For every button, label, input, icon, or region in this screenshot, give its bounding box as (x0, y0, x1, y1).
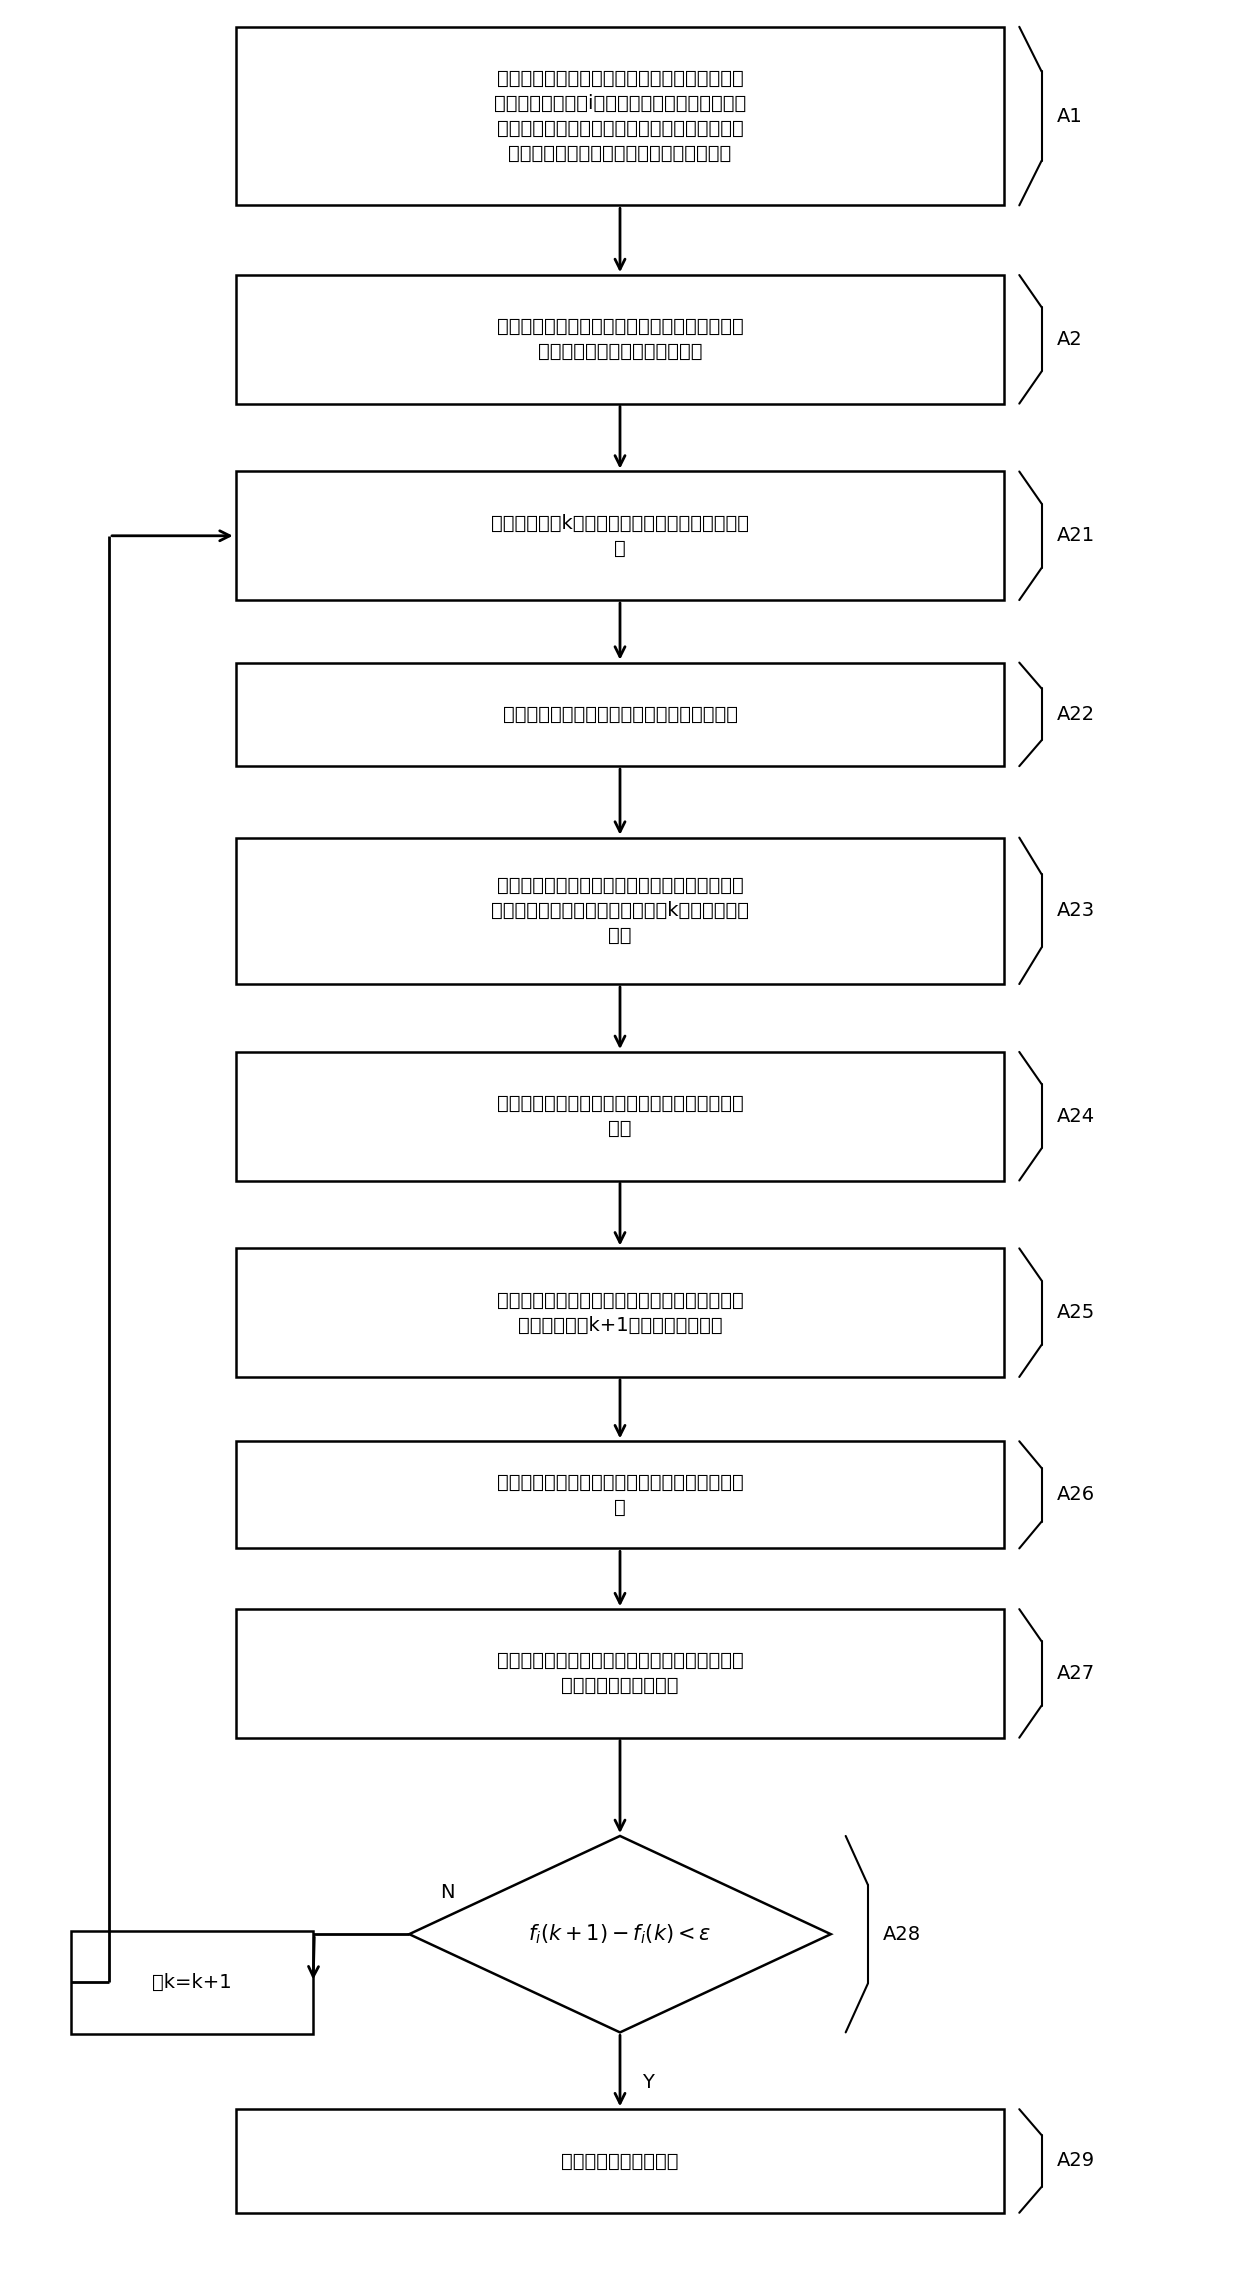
Bar (236, 27, 1004, 206)
Bar (236, 1052, 1004, 1180)
Bar (236, 471, 1004, 599)
Bar (236, 1440, 1004, 1548)
Bar (236, 1609, 1004, 1737)
Text: A24: A24 (1056, 1106, 1095, 1125)
Text: A22: A22 (1056, 704, 1095, 725)
Bar (236, 837, 1004, 983)
Text: A28: A28 (883, 1925, 921, 1943)
Text: 虚拟电厂中的分布式发电单元均测量本地频率: 虚拟电厂中的分布式发电单元均测量本地频率 (502, 704, 738, 725)
Bar (236, 663, 1004, 766)
Text: 虚拟电厂中的分布式发电单元均根据新的微增估
计值调整有功功率输出: 虚拟电厂中的分布式发电单元均根据新的微增估 计值调整有功功率输出 (497, 1650, 743, 1696)
Text: A26: A26 (1056, 1486, 1095, 1504)
Text: 虚拟电厂中的分布式发电单元均计算本地次梯度
方向: 虚拟电厂中的分布式发电单元均计算本地次梯度 方向 (497, 1095, 743, 1138)
Text: 一次频率控制过程结束: 一次频率控制过程结束 (562, 2151, 678, 2169)
Text: 令k=k+1: 令k=k+1 (153, 1973, 232, 1991)
Text: A25: A25 (1056, 1303, 1095, 1321)
Text: A29: A29 (1056, 2151, 1095, 2169)
Text: 确定以下一种或多种关系式：分布式发电单元的
发电成本函数、第i台分布式发电单元的发电成本
微增函数、分布式发电单元的有功功率输出限制
约束、分布式发电单元之间的: 确定以下一种或多种关系式：分布式发电单元的 发电成本函数、第i台分布式发电单元的… (494, 69, 746, 162)
Bar (236, 274, 1004, 405)
Bar (236, 2110, 1004, 2213)
Text: 设定调频步数k，计算分布式发电单元微增率估计
值: 设定调频步数k，计算分布式发电单元微增率估计 值 (491, 514, 749, 558)
Text: A1: A1 (1056, 107, 1083, 126)
Text: 虚拟电厂中的分布式发电单元均执行本地投影运
算: 虚拟电厂中的分布式发电单元均执行本地投影运 算 (497, 1472, 743, 1518)
Text: A27: A27 (1056, 1664, 1095, 1682)
Polygon shape (409, 1836, 831, 2032)
Bar (236, 1248, 1004, 1376)
Text: A2: A2 (1056, 329, 1083, 350)
Text: 虚拟电厂中的分布式发电单元均执行本地次梯度
迭代，计算第k+1步的微增率估计值: 虚拟电厂中的分布式发电单元均执行本地次梯度 迭代，计算第k+1步的微增率估计值 (497, 1292, 743, 1335)
Text: A23: A23 (1056, 901, 1095, 921)
Text: $f_i(k+1)-f_i(k)<\varepsilon$: $f_i(k+1)-f_i(k)<\varepsilon$ (528, 1923, 712, 1945)
Text: N: N (440, 1884, 455, 1902)
Bar (71, 1932, 312, 2035)
Text: A21: A21 (1056, 526, 1095, 546)
Text: Y: Y (642, 2073, 655, 2092)
Text: 基于确定的上述关系式，对虚拟电厂中的分布式
发电单元之间进行一次调频控制: 基于确定的上述关系式，对虚拟电厂中的分布式 发电单元之间进行一次调频控制 (497, 318, 743, 361)
Text: 任一分布式发电单元在电气拓扑上和与其直接相
连的其他分布式发电单元交换在第k步的微增率估
计值: 任一分布式发电单元在电气拓扑上和与其直接相 连的其他分布式发电单元交换在第k步的… (491, 876, 749, 946)
